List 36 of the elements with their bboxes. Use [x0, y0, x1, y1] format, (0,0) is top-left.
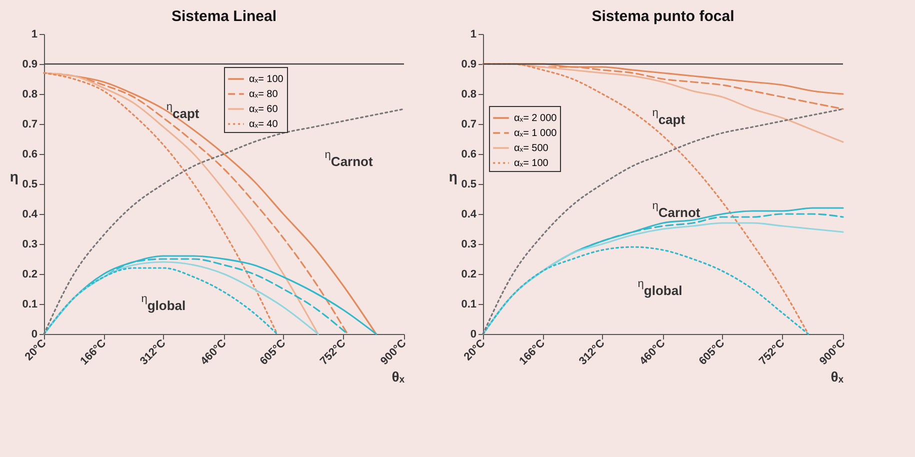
y-tick-label: 0.7: [22, 118, 38, 130]
y-tick-label: 0: [31, 328, 38, 340]
y-tick-label: 0.8: [461, 88, 476, 100]
y-tick-label: 0.2: [461, 268, 476, 280]
legend-label: αₓ= 100: [514, 158, 549, 169]
y-tick-label: 0: [470, 328, 476, 340]
y-tick-label: 0.9: [461, 58, 476, 70]
y-tick-label: 0.5: [22, 178, 38, 190]
y-tick-label: 1: [31, 28, 38, 40]
y-tick-label: 0.7: [461, 118, 476, 130]
chart-title: Sistema Lineal: [171, 8, 277, 25]
y-tick-label: 0.1: [461, 298, 476, 310]
y-tick-label: 0.8: [22, 88, 38, 100]
y-tick-label: 0.6: [461, 148, 476, 160]
y-tick-label: 0.9: [22, 58, 38, 70]
legend-label: αₓ= 80: [249, 89, 278, 100]
x-axis-title: θₓ: [830, 368, 844, 385]
y-tick-label: 0.3: [461, 238, 476, 250]
y-tick-label: 0.4: [461, 208, 478, 220]
x-axis-title: θₓ: [392, 368, 406, 385]
legend-label: αₓ= 100: [249, 74, 284, 85]
legend-label: αₓ= 1 000: [514, 128, 558, 139]
y-axis-title: η: [10, 168, 18, 184]
chart-title: Sistema punto focal: [592, 8, 734, 25]
y-tick-label: 1: [470, 28, 476, 40]
y-tick-label: 0.1: [22, 298, 38, 310]
legend-label: αₓ= 60: [249, 104, 278, 115]
legend-label: αₓ= 2 000: [514, 113, 558, 124]
y-tick-label: 0.4: [22, 208, 38, 220]
y-tick-label: 0.5: [461, 178, 476, 190]
legend-label: αₓ= 40: [249, 119, 278, 130]
legend-label: αₓ= 500: [514, 143, 549, 154]
y-tick-label: 0.3: [22, 238, 38, 250]
y-tick-label: 0.6: [22, 148, 38, 160]
y-axis-title: η: [448, 168, 458, 184]
y-tick-label: 0.2: [22, 268, 38, 280]
